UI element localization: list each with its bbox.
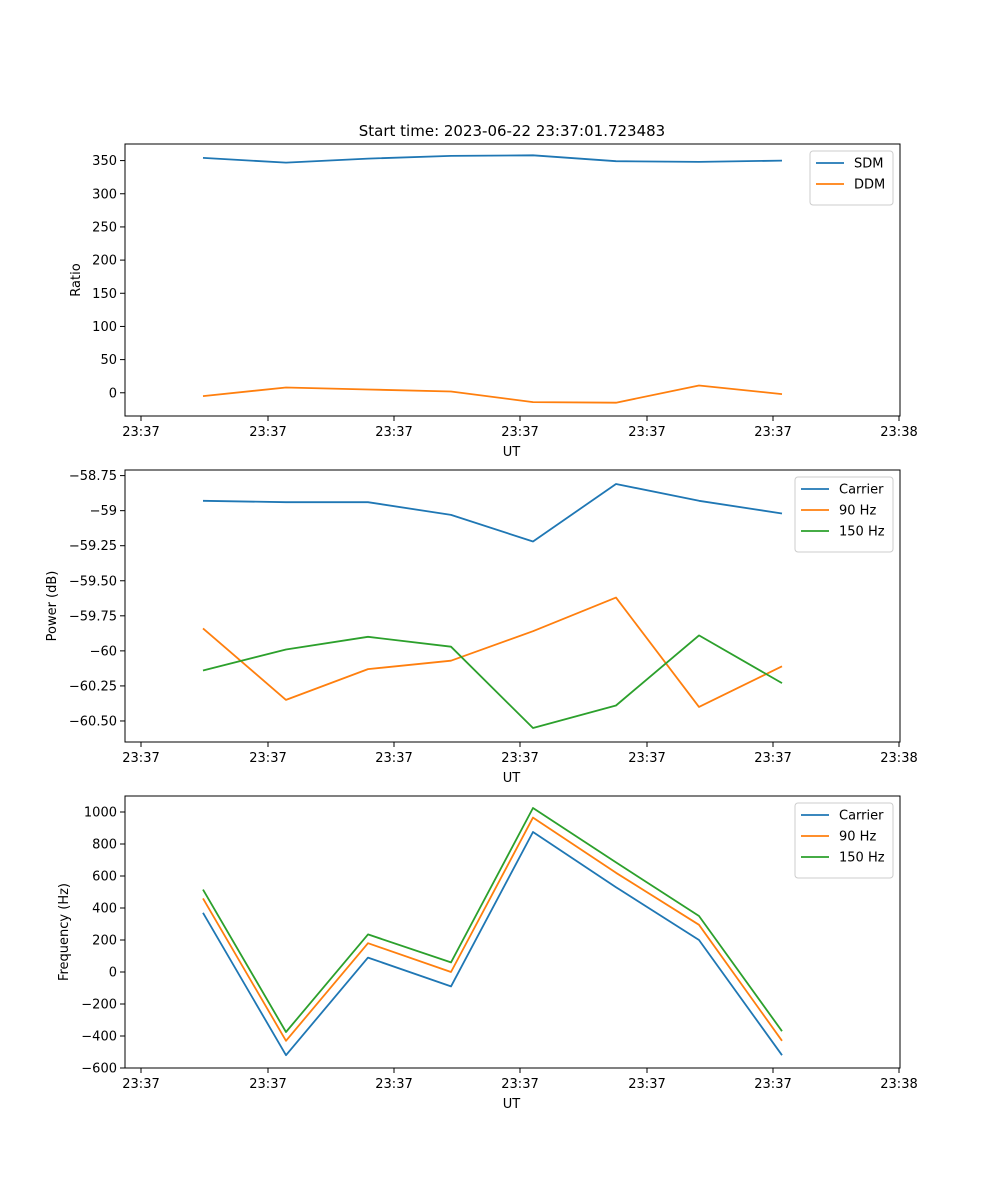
y-tick-label: 100 bbox=[92, 320, 117, 335]
chart-panel-3: 23:37 23:37 23:37 23:37 23:37 23:37 23:38 −600 −… bbox=[57, 795, 918, 1112]
y-tick-label: 1000 bbox=[84, 806, 117, 821]
x-tick-label: 23:37 bbox=[375, 425, 412, 440]
y-tick-label: −59 bbox=[90, 504, 117, 519]
x-tick-label: 23:37 bbox=[501, 425, 538, 440]
y-tick-label: 300 bbox=[92, 187, 117, 202]
y-tick-label: 50 bbox=[100, 353, 117, 368]
y-tick-label: −59.75 bbox=[69, 609, 117, 624]
legend-label: Carrier bbox=[839, 483, 884, 498]
x-tick-label: 23:37 bbox=[628, 1077, 665, 1092]
x-axis-label: UT bbox=[503, 771, 521, 786]
series-line-ddm bbox=[202, 384, 783, 404]
legend-label: 150 Hz bbox=[839, 851, 885, 866]
series-line-carrier bbox=[202, 483, 783, 543]
x-tick-label: 23:37 bbox=[249, 1077, 286, 1092]
y-tick-label: 0 bbox=[109, 966, 117, 981]
legend: Carrier 90 Hz 150 Hz bbox=[794, 476, 894, 553]
x-tick-label: 23:37 bbox=[501, 1077, 538, 1092]
chart-panel-1: 23:37 23:37 23:37 23:37 23:37 23:37 23:38 0 50 10… bbox=[69, 143, 918, 460]
y-tick-label: −200 bbox=[81, 998, 117, 1013]
legend: SDM DDM bbox=[809, 150, 894, 206]
series-line-carrier bbox=[202, 831, 783, 1057]
x-tick-label: 23:37 bbox=[249, 425, 286, 440]
y-axis-label: Ratio bbox=[69, 263, 84, 296]
legend-label: SDM bbox=[854, 157, 883, 172]
plot-frame bbox=[124, 143, 901, 417]
x-tick-label: 23:38 bbox=[880, 425, 917, 440]
legend-box bbox=[794, 476, 894, 553]
x-tick-label: 23:37 bbox=[754, 751, 791, 766]
chart-panel-2: 23:37 23:37 23:37 23:37 23:37 23:37 23:38 −60.5… bbox=[45, 469, 918, 786]
x-tick-label: 23:37 bbox=[122, 1077, 159, 1092]
series-line-90-hz bbox=[202, 816, 783, 1042]
y-tick-label: 350 bbox=[92, 154, 117, 169]
series-line-150-hz bbox=[202, 634, 783, 729]
legend-label: DDM bbox=[854, 178, 885, 193]
y-axis-label: Frequency (Hz) bbox=[57, 883, 72, 981]
x-tick-label: 23:37 bbox=[122, 751, 159, 766]
legend-label: 90 Hz bbox=[839, 830, 876, 845]
x-tick-label: 23:37 bbox=[375, 751, 412, 766]
x-tick-label: 23:37 bbox=[501, 751, 538, 766]
y-tick-label: −60.25 bbox=[69, 679, 117, 694]
y-tick-label: 250 bbox=[92, 220, 117, 235]
y-tick-label: 400 bbox=[92, 902, 117, 917]
y-tick-label: −60 bbox=[90, 644, 117, 659]
legend: Carrier 90 Hz 150 Hz bbox=[794, 802, 894, 879]
y-axis-label: Power (dB) bbox=[45, 571, 60, 642]
series-line-sdm bbox=[202, 154, 783, 164]
y-tick-label: 800 bbox=[92, 838, 117, 853]
plot-frame bbox=[124, 795, 901, 1069]
x-tick-label: 23:37 bbox=[375, 1077, 412, 1092]
plot-frame bbox=[124, 469, 901, 743]
figure-title: Start time: 2023-06-22 23:37:01.723483 bbox=[359, 122, 665, 140]
x-axis-label: UT bbox=[503, 1097, 521, 1112]
series-line-90-hz bbox=[202, 596, 783, 708]
x-tick-label: 23:37 bbox=[122, 425, 159, 440]
y-tick-label: −59.50 bbox=[69, 574, 117, 589]
legend-label: 90 Hz bbox=[839, 504, 876, 519]
x-tick-label: 23:37 bbox=[754, 1077, 791, 1092]
y-tick-label: −400 bbox=[81, 1030, 117, 1045]
x-tick-label: 23:37 bbox=[249, 751, 286, 766]
x-tick-label: 23:37 bbox=[754, 425, 791, 440]
x-axis-label: UT bbox=[503, 445, 521, 460]
y-tick-label: 150 bbox=[92, 287, 117, 302]
legend-box bbox=[794, 802, 894, 879]
x-tick-label: 23:37 bbox=[628, 425, 665, 440]
y-tick-label: 600 bbox=[92, 870, 117, 885]
y-tick-label: 200 bbox=[92, 934, 117, 949]
x-tick-label: 23:38 bbox=[880, 751, 917, 766]
x-tick-label: 23:37 bbox=[628, 751, 665, 766]
y-tick-label: −58.75 bbox=[69, 469, 117, 484]
y-tick-label: −600 bbox=[81, 1062, 117, 1077]
series-line-150-hz bbox=[202, 807, 783, 1033]
legend-box bbox=[809, 150, 894, 206]
legend-label: Carrier bbox=[839, 809, 884, 824]
y-tick-label: 200 bbox=[92, 254, 117, 269]
legend-label: 150 Hz bbox=[839, 525, 885, 540]
y-tick-label: −59.25 bbox=[69, 539, 117, 554]
x-tick-label: 23:38 bbox=[880, 1077, 917, 1092]
y-tick-label: 0 bbox=[109, 386, 117, 401]
y-tick-label: −60.50 bbox=[69, 714, 117, 729]
